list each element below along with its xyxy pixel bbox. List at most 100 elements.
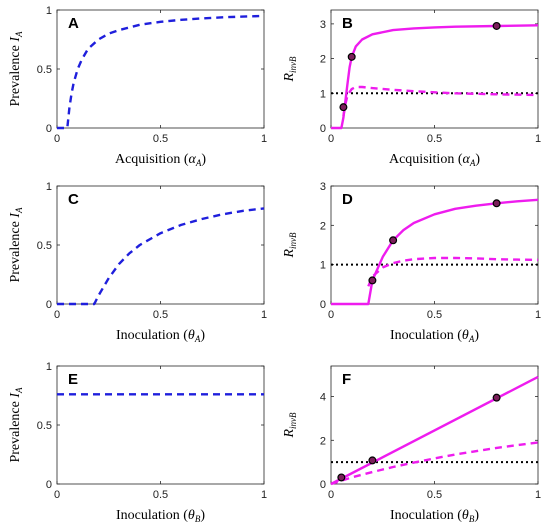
data-point-marker: [339, 103, 348, 112]
panel-d-frame: [330, 185, 539, 305]
y-axis-label: Prevalence IA: [8, 387, 24, 463]
panel-letter: E: [68, 371, 78, 388]
panel-e-frame: [56, 365, 265, 485]
y-tick-label: 0: [46, 123, 52, 135]
x-axis-label: Inoculation (θA): [390, 328, 479, 344]
y-axis-label-symbol: R: [282, 73, 297, 83]
x-tick-label: 0.5: [427, 309, 442, 321]
panel-a-frame: [56, 9, 265, 129]
x-axis-label-subscript: A: [195, 158, 202, 168]
y-tick-label: 0.5: [37, 64, 52, 76]
x-axis-label-text: Inoculation (: [116, 328, 188, 343]
series-line-dashed: [57, 14, 265, 130]
y-axis-label-symbol: I: [8, 392, 23, 399]
x-axis-label: Acquisition (αA): [115, 152, 206, 168]
x-axis-label: Acquisition (αA): [389, 152, 480, 168]
y-axis-label-symbol: R: [282, 429, 297, 439]
y-tick-label: 0: [320, 479, 326, 491]
data-point-marker: [492, 21, 501, 30]
panel-c-frame: [56, 185, 265, 305]
series-line-solid: [330, 375, 539, 486]
y-axis-label-subscript: A: [14, 387, 24, 394]
y-axis-label-subscript: invB: [288, 232, 298, 249]
y-axis-label: RinvB: [282, 412, 298, 439]
x-axis-label-text: Acquisition (: [115, 152, 189, 167]
y-axis-label-symbol: I: [8, 36, 23, 43]
x-axis-label: Inoculation (θA): [116, 328, 205, 344]
y-axis-label-text: Prevalence: [8, 398, 23, 463]
y-axis-label-subscript: invB: [288, 412, 298, 429]
x-axis-label-close: ): [475, 152, 480, 167]
x-tick-label: 0.5: [153, 489, 168, 501]
y-tick-label: 1: [46, 181, 52, 193]
x-axis-label-symbol: θ: [188, 508, 195, 523]
x-tick-label: 1: [261, 309, 267, 321]
x-axis-label-close: ): [200, 328, 205, 343]
x-tick-label: 0.5: [153, 133, 168, 145]
y-axis-label: RinvB: [282, 56, 298, 83]
x-axis-label: Inoculation (θB): [116, 508, 205, 524]
x-axis-label-subscript: B: [469, 514, 475, 524]
y-axis-label: Prevalence IA: [8, 31, 24, 107]
x-axis-label-subscript: A: [468, 334, 475, 344]
x-axis-label-symbol: α: [188, 152, 196, 167]
x-tick-label: 0: [328, 309, 334, 321]
y-tick-label: 3: [320, 19, 326, 31]
y-axis-label-symbol: I: [8, 212, 23, 219]
y-axis-label-text: Prevalence: [8, 42, 23, 107]
y-tick-label: 0.5: [37, 420, 52, 432]
y-tick-label: 2: [320, 435, 326, 447]
y-tick-label: 2: [320, 220, 326, 232]
y-tick-label: 0: [320, 299, 326, 311]
y-tick-label: 1: [320, 260, 326, 272]
x-tick-label: 1: [535, 309, 541, 321]
data-point-marker: [337, 473, 346, 482]
y-axis-label-symbol: R: [282, 249, 297, 259]
y-axis-label-subscript: A: [14, 207, 24, 214]
panel-letter: B: [342, 15, 353, 32]
y-tick-label: 3: [320, 181, 326, 193]
data-point-marker: [368, 456, 377, 465]
x-tick-label: 0: [54, 489, 60, 501]
x-tick-label: 0.5: [427, 489, 442, 501]
panel-b: 0 0.5 1 0 1 2 3 B Acquisition (αA) RinvB: [282, 9, 541, 168]
y-tick-label: 1: [320, 88, 326, 100]
data-point-marker: [347, 52, 356, 61]
data-point-marker: [492, 199, 501, 208]
x-axis-label-subscript: A: [469, 158, 476, 168]
panel-letter: C: [68, 191, 79, 208]
x-tick-label: 1: [535, 133, 541, 145]
x-tick-label: 0.5: [427, 133, 442, 145]
panel-f-frame: [330, 365, 539, 485]
y-tick-label: 0: [320, 123, 326, 135]
x-tick-label: 0: [328, 133, 334, 145]
y-tick-label: 0.5: [37, 240, 52, 252]
x-axis-label-symbol: θ: [462, 328, 469, 343]
data-point-marker: [389, 236, 398, 245]
data-point-marker: [492, 393, 501, 402]
y-axis-label-subscript: A: [14, 31, 24, 38]
x-axis-label-close: ): [200, 508, 205, 523]
x-axis-label: Inoculation (θB): [390, 508, 479, 524]
x-axis-label-symbol: α: [462, 152, 470, 167]
y-tick-label: 1: [46, 5, 52, 17]
x-axis-label-subscript: B: [195, 514, 201, 524]
x-axis-label-text: Inoculation (: [116, 508, 188, 523]
data-point-marker: [368, 276, 377, 285]
x-axis-label-symbol: θ: [462, 508, 469, 523]
x-tick-label: 1: [261, 133, 267, 145]
x-tick-label: 0: [54, 309, 60, 321]
x-tick-label: 0: [54, 133, 60, 145]
x-axis-label-text: Acquisition (: [389, 152, 463, 167]
x-axis-label-close: ): [474, 508, 479, 523]
x-axis-label-text: Inoculation (: [390, 328, 462, 343]
panel-letter: F: [342, 371, 351, 388]
x-tick-label: 0.5: [153, 309, 168, 321]
y-tick-label: 4: [320, 392, 326, 404]
panel-d: 0 0.5 1 0 1 2 3 D Inoculation (θA) RinvB: [282, 181, 541, 344]
y-axis-label-subscript: invB: [288, 56, 298, 73]
y-axis-label: Prevalence IA: [8, 207, 24, 283]
